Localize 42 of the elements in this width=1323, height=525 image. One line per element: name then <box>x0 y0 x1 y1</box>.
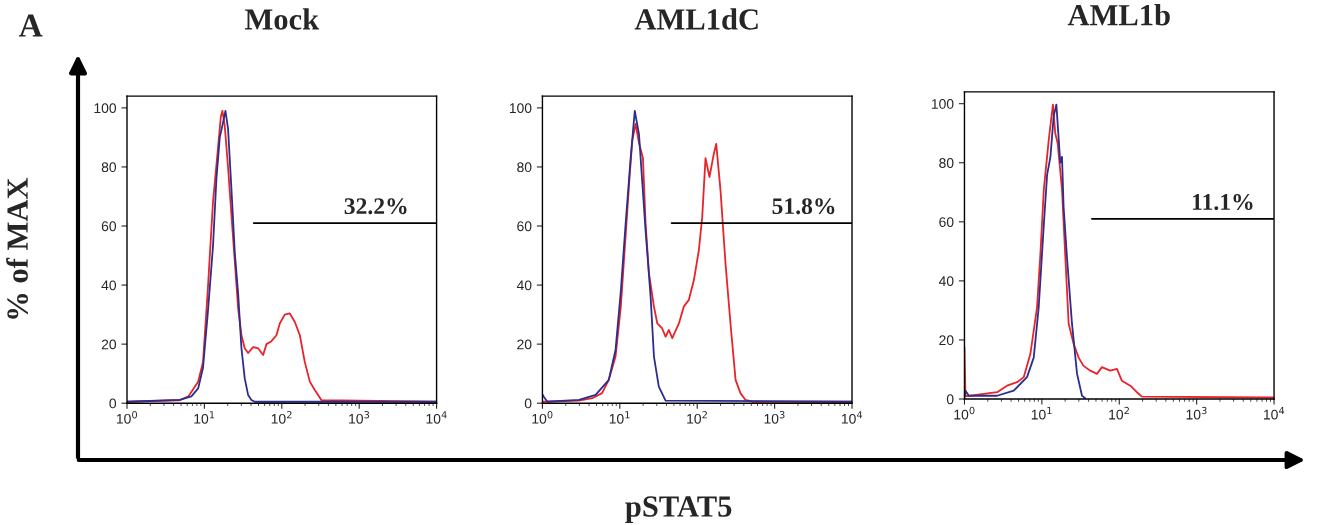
x-tick-label: 10$^{3}$ <box>764 411 785 424</box>
y-tick-label: 20 <box>939 335 954 346</box>
y-tick-label: 0 <box>946 394 954 405</box>
y-tick-label: 40 <box>101 280 117 291</box>
y-tick-label: 60 <box>939 217 954 227</box>
y-tick-label: 100 <box>509 103 532 114</box>
y-tick-label: 20 <box>101 339 117 350</box>
x-tick-label: 10$^{1}$ <box>609 411 630 424</box>
x-tick-label: 10$^{0}$ <box>116 411 138 424</box>
y-axis-title: % of MAX <box>6 177 29 319</box>
annotation: 51.8% <box>772 198 835 215</box>
y-tick-label: 40 <box>938 276 954 287</box>
x-tick-label: 10$^{4}$ <box>1264 406 1285 420</box>
y-tick-label: 40 <box>516 280 532 291</box>
y-tick-label: 100 <box>931 99 954 109</box>
annotation: 32.2% <box>344 198 407 215</box>
annotation: 11.1% <box>1192 193 1253 210</box>
x-tick-label: 10$^{3}$ <box>349 411 370 424</box>
x-tick-label: 10$^{2}$ <box>687 411 707 424</box>
x-tick-label: 10$^{1}$ <box>1031 406 1052 420</box>
text: A <box>18 14 43 37</box>
y-tick-label: 60 <box>101 221 117 232</box>
x-axis-title: pSTAT5 <box>625 496 732 524</box>
x-tick-label: 10$^{4}$ <box>426 411 447 424</box>
y-tick-label: 0 <box>524 398 532 409</box>
y-tick-label: 100 <box>94 103 117 114</box>
x-tick-label: 10$^{2}$ <box>1109 406 1129 420</box>
x-tick-label: 10$^{0}$ <box>532 411 553 424</box>
x-tick-label: 10$^{3}$ <box>1186 406 1207 420</box>
y-tick-label: 0 <box>109 398 117 409</box>
y-tick-label: 20 <box>517 339 532 350</box>
y-tick-label: 80 <box>101 162 117 173</box>
x-tick-label: 10$^{1}$ <box>194 411 215 424</box>
chart-title: AML1dC <box>634 8 758 30</box>
chart-title: AML1b <box>1067 4 1170 26</box>
y-tick-label: 60 <box>517 221 532 232</box>
y-tick-label: 80 <box>517 162 532 173</box>
x-tick-label: 10$^{2}$ <box>271 411 292 424</box>
x-tick-label: 10$^{0}$ <box>954 406 975 420</box>
y-tick-label: 80 <box>939 158 954 168</box>
chart-title: Mock <box>244 8 320 30</box>
x-tick-label: 10$^{4}$ <box>841 411 863 424</box>
